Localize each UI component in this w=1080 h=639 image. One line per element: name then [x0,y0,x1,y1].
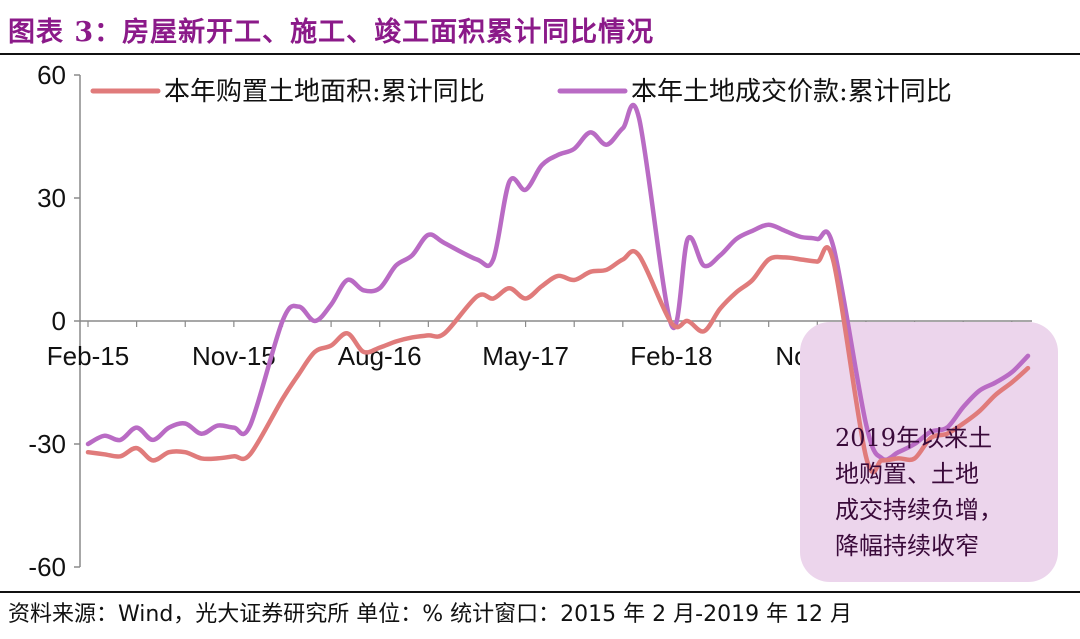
y-tick-label: -30 [28,429,66,459]
title-rule [0,53,1080,55]
legend: 本年购置土地面积:累计同比 本年土地成交价款:累计同比 [90,77,952,107]
y-tick-label: 30 [37,183,66,213]
series-line-land-price [85,102,1031,462]
x-tick-label: Feb-18 [630,341,712,371]
footer-rule [0,591,1080,593]
annotation-background [800,322,1058,582]
annotation-line: 地购置、土地 [835,460,979,488]
annotation-line: 2019年以来土 [835,424,992,452]
annotation-box [800,322,1058,582]
series-layer [85,102,1031,475]
legend-label: 本年土地成交价款:累计同比 [631,77,952,107]
x-tick-label: Nov-15 [192,341,276,371]
y-tick-label: 0 [52,306,66,336]
y-tick-label: -60 [28,552,66,582]
y-tick-label: 60 [37,60,66,90]
source-note: 资料来源：Wind，光大证券研究所 单位：% 统计窗口：2015 年 2 月-2… [8,602,853,627]
series-line-land-area [85,244,1031,475]
x-tick-label: Feb-15 [47,341,129,371]
chart-title: 图表 3：房屋新开工、施工、竣工面积累计同比情况 [8,17,655,48]
annotation-line: 成交持续负增， [835,496,1003,524]
legend-label: 本年购置土地面积:累计同比 [164,77,485,107]
annotation-line: 降幅持续收窄 [835,532,979,560]
x-tick-label: May-17 [482,341,569,371]
